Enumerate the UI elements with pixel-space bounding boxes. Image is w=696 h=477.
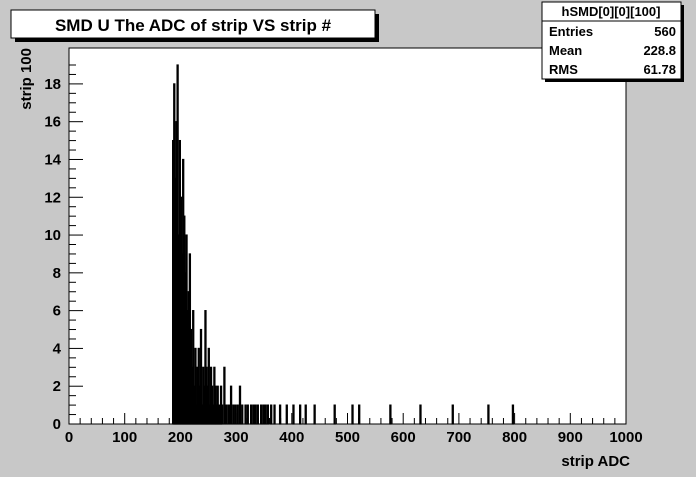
histogram-bin: [266, 404, 270, 425]
x-tick-label: 400: [279, 429, 304, 446]
histogram-bin: [298, 404, 302, 425]
histogram-bin: [389, 404, 392, 425]
y-tick-label: 6: [53, 303, 61, 320]
histogram-bin: [260, 404, 263, 425]
stats-box: hSMD[0][0][100] Entries 560 Mean 228.8 R…: [541, 1, 684, 82]
histogram-bin: [292, 404, 295, 425]
histogram-bin: [225, 404, 228, 425]
stats-mean-value: 228.8: [643, 43, 676, 58]
histogram-bin: [487, 404, 490, 425]
stats-entries-value: 560: [654, 24, 676, 39]
histogram-bin: [304, 404, 307, 425]
stats-rms-value: 61.78: [643, 62, 676, 77]
stats-rms-label: RMS: [549, 62, 578, 77]
x-tick-label: 700: [446, 429, 471, 446]
histogram-bin: [244, 404, 247, 425]
y-tick-label: 10: [44, 227, 61, 244]
histogram-bin: [249, 404, 253, 425]
histogram-bin: [238, 385, 242, 425]
histogram-bin: [264, 404, 267, 425]
y-tick-label: 2: [53, 378, 61, 395]
title-box-body: [10, 9, 376, 39]
y-tick-label: 8: [53, 265, 61, 282]
histogram-bin: [451, 404, 454, 425]
histogram-bin: [511, 404, 515, 425]
histogram-bin: [270, 404, 273, 425]
y-tick-label: 12: [44, 189, 61, 206]
y-tick-label: 4: [53, 340, 62, 357]
stats-mean-label: Mean: [549, 43, 582, 58]
histogram-bin: [285, 404, 288, 425]
y-axis-ticks: 0 2 4 6 8 10 12 14 16 18: [44, 64, 83, 433]
histogram-bin: [254, 404, 257, 425]
x-axis-ticks: 0 100 200 300 400 500 600 700 800 900 1000: [65, 413, 643, 446]
histogram-bin: [419, 404, 422, 425]
y-tick-label: 18: [44, 76, 61, 93]
histogram-bin: [252, 404, 255, 425]
histogram-bin: [232, 404, 235, 425]
histogram-bin: [223, 366, 226, 425]
x-tick-label: 500: [335, 429, 360, 446]
plot-frame: [68, 47, 627, 425]
histogram-bin: [229, 385, 233, 425]
x-tick-label: 0: [65, 429, 73, 446]
histogram-bin: [273, 404, 276, 425]
histogram-bin: [227, 404, 231, 425]
histogram-bin: [333, 404, 336, 425]
x-tick-label: 100: [112, 429, 137, 446]
title-box: SMD U The ADC of strip VS strip #: [10, 9, 379, 42]
y-tick-label: 14: [44, 151, 61, 168]
x-tick-label: 900: [558, 429, 583, 446]
histogram-bin: [236, 404, 239, 425]
histogram-bin: [262, 404, 265, 425]
stats-box-body: [541, 1, 682, 80]
x-tick-label: 300: [224, 429, 249, 446]
y-tick-label: 16: [44, 114, 61, 131]
x-tick-label: 200: [168, 429, 193, 446]
stats-histogram-name: hSMD[0][0][100]: [562, 4, 661, 19]
stats-entries-label: Entries: [549, 24, 593, 39]
y-tick-label: 0: [53, 416, 61, 433]
x-tick-label: 1000: [609, 429, 642, 446]
x-tick-label: 600: [391, 429, 416, 446]
x-tick-label: 800: [502, 429, 527, 446]
y-axis-title: strip 100: [18, 48, 35, 110]
x-axis-title: strip ADC: [561, 453, 630, 470]
histogram-bin: [351, 404, 354, 425]
histogram-bin: [221, 404, 224, 425]
histogram-bin: [241, 404, 244, 425]
chart-title: SMD U The ADC of strip VS strip #: [55, 16, 332, 35]
